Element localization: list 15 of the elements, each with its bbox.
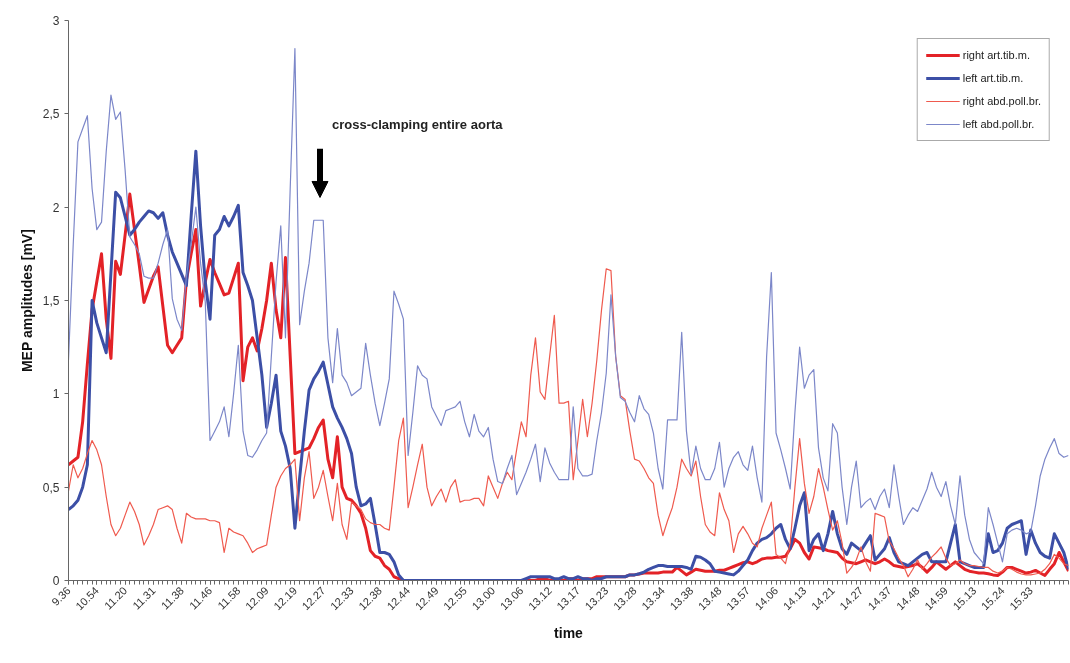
annotation: cross-clamping entire aorta (332, 117, 504, 133)
y-tick-label: 1,5 (42, 294, 60, 308)
y-tick-label: 2,5 (42, 107, 60, 122)
legend-label: left art.tib.m. (962, 71, 1024, 86)
line-series (68, 47, 1069, 565)
y-tick-label: 2 (52, 200, 60, 215)
legend-label: left abd.poll.br. (962, 117, 1035, 132)
y-axis-title: MEP amplitudes [mV] (18, 229, 35, 373)
legend-label: right art.tib.m. (962, 48, 1030, 63)
y-tick-label: 3 (52, 14, 60, 28)
x-axis-title: time (554, 624, 584, 641)
y-tick-label: 0,5 (42, 480, 60, 495)
y-tick-label: 1 (52, 387, 60, 402)
legend-label: right abd.poll.br. (962, 94, 1041, 109)
y-tick-label: 0 (52, 574, 60, 588)
